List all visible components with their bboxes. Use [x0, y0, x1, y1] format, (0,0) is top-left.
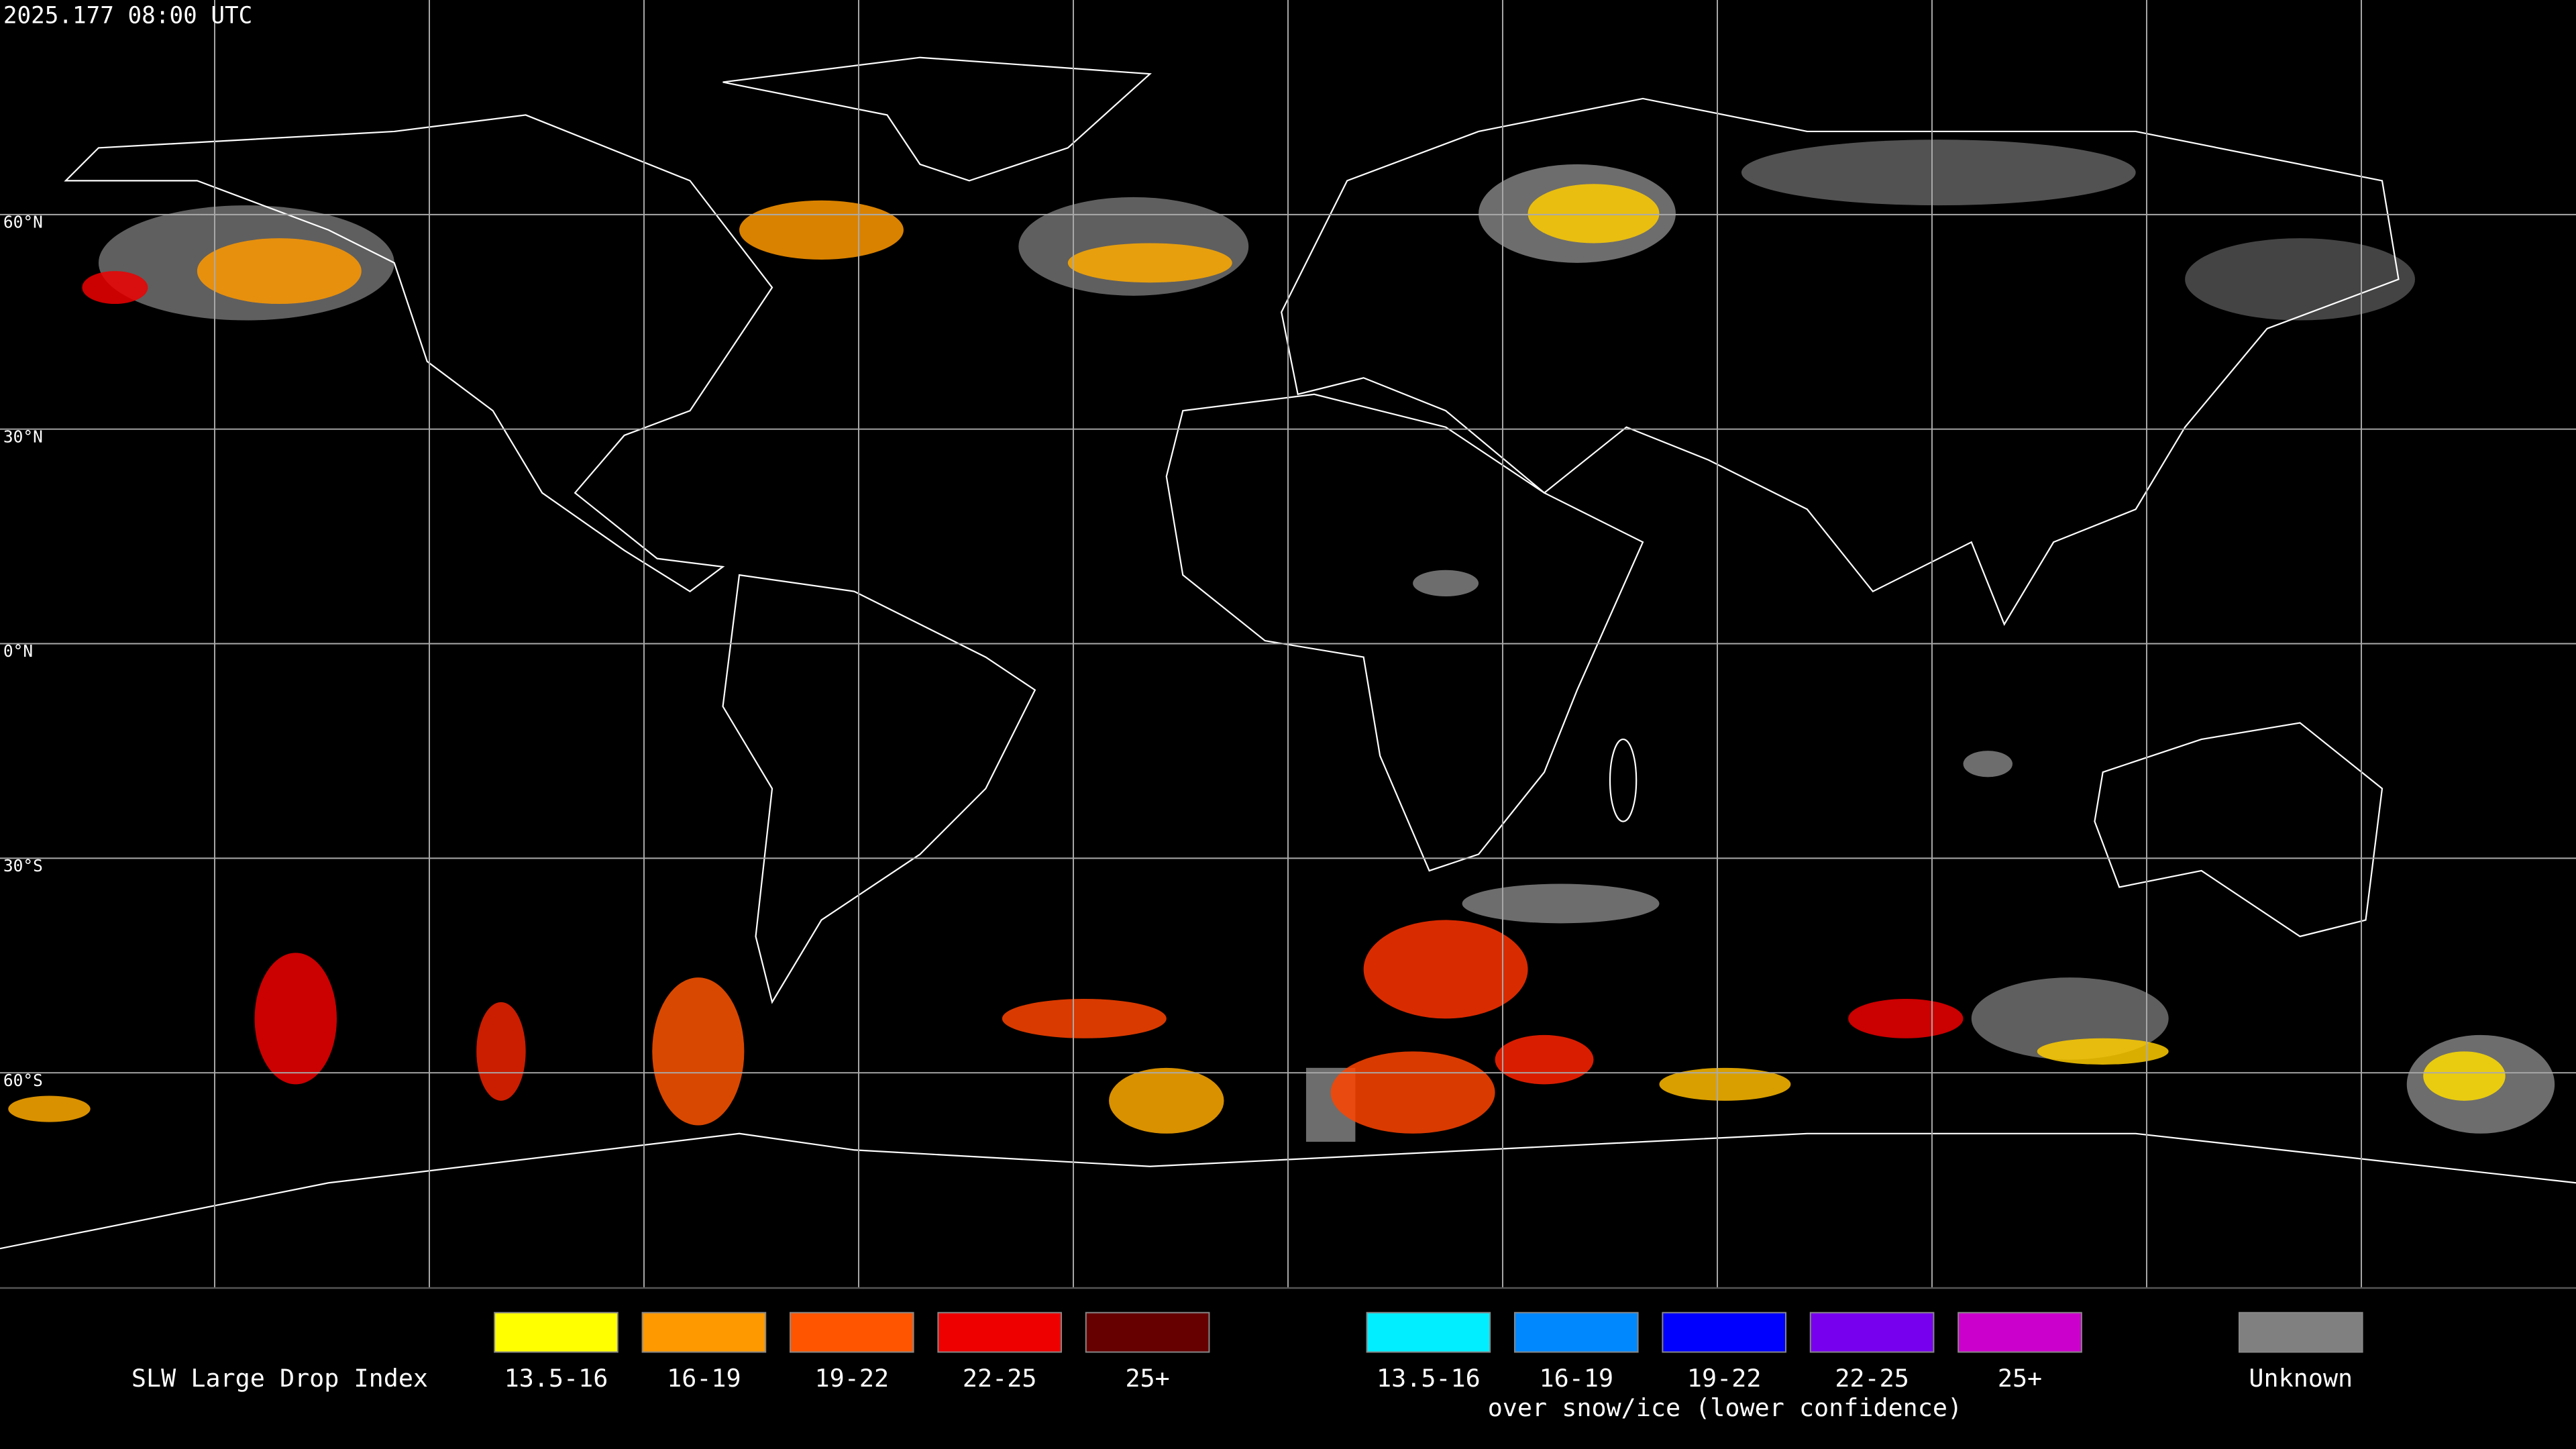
legend-label: 25+	[1998, 1364, 2042, 1393]
cloud-patch	[82, 271, 148, 305]
legend-swatch	[1809, 1311, 1935, 1353]
legend-swatch	[2238, 1311, 2363, 1353]
legend-label: 19-22	[1687, 1364, 1762, 1393]
cloud-patch	[739, 200, 904, 260]
coastline	[1609, 738, 1638, 822]
lat-label: 30°S	[3, 856, 43, 875]
cloud-patch	[197, 238, 362, 305]
cloud-patch	[476, 1002, 526, 1101]
cloud-patch	[2037, 1038, 2169, 1065]
legend-swatch	[1513, 1311, 1639, 1353]
lat-label: 60°N	[3, 212, 43, 231]
cloud-patch	[1495, 1034, 1594, 1085]
legend-label: 16-19	[1540, 1364, 1614, 1393]
coastline	[1281, 97, 2400, 627]
legend-label: 22-25	[1835, 1364, 1909, 1393]
cloud-patch	[1330, 1051, 1495, 1134]
legend-label: 19-22	[815, 1364, 890, 1393]
timestamp: 2025.177 08:00 UTC	[3, 2, 252, 29]
legend-swatch	[1366, 1311, 1491, 1353]
coastline	[0, 1132, 2576, 1250]
lat-label: 0°N	[3, 641, 33, 661]
legend-swatch	[641, 1311, 767, 1353]
cloud-patch	[1741, 140, 2136, 206]
graticule: 60°N 30°N 0°N 30°S 60°S	[0, 0, 2576, 1288]
cloud-patch	[1363, 920, 1528, 1019]
legend-label: Unknown	[2249, 1364, 2353, 1393]
lat-label: 30°N	[3, 427, 43, 446]
legend-label: 16-19	[667, 1364, 741, 1393]
cloud-patch	[8, 1095, 91, 1122]
coastline	[722, 56, 1152, 182]
cloud-patch	[1963, 751, 2012, 777]
cloud-patch	[1002, 998, 1167, 1038]
lat-label: 60°S	[3, 1071, 43, 1090]
legend-title: SLW Large Drop Index	[131, 1364, 428, 1393]
cloud-patch	[1848, 998, 1964, 1038]
coastline	[722, 574, 1036, 1004]
legend: 13.5-16 16-19 19-22 22-25 25+ 13.5-16 16-19 19-…	[494, 1311, 2363, 1393]
coastlines	[0, 56, 2576, 1250]
cloud-patch	[1659, 1067, 1791, 1101]
cloud-patch	[1413, 570, 1479, 596]
legend-label: 13.5-16	[1377, 1364, 1481, 1393]
cloud-patch	[652, 977, 745, 1126]
legend-swatch	[1085, 1311, 1210, 1353]
coastline	[64, 114, 773, 592]
cloud-patch	[1067, 243, 1232, 283]
cloud-layer	[8, 140, 2555, 1142]
cloud-patch	[2185, 238, 2415, 321]
legend-label: 22-25	[963, 1364, 1037, 1393]
coastline	[1165, 393, 1644, 872]
coastline	[2094, 722, 2383, 938]
cloud-patch	[254, 953, 337, 1085]
cloud-patch	[1462, 883, 1660, 924]
cloud-patch	[1109, 1067, 1224, 1134]
legend-swatch	[1957, 1311, 2082, 1353]
cloud-patch	[2423, 1051, 2506, 1101]
legend-swatch	[494, 1311, 619, 1353]
cloud-patch	[1527, 184, 1660, 244]
legend-swatch	[1662, 1311, 1787, 1353]
legend-swatch	[789, 1311, 914, 1353]
legend-swatch	[937, 1311, 1063, 1353]
snow-note: over snow/ice (lower confidence)	[1488, 1393, 1962, 1422]
legend-label: 25+	[1125, 1364, 1169, 1393]
legend-label: 13.5-16	[504, 1364, 608, 1393]
